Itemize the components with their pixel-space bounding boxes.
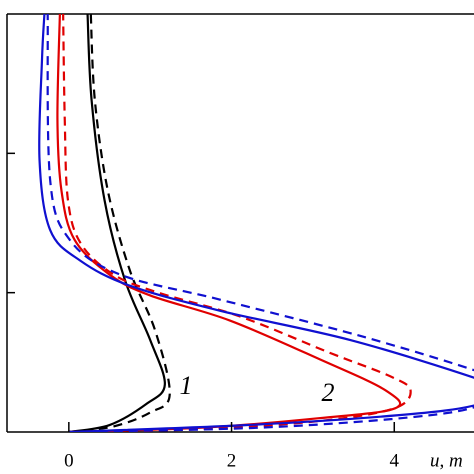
plot-area (38, 14, 474, 432)
profile-line (38, 14, 474, 432)
profile-line (68, 14, 171, 432)
annotation: 1 (180, 371, 193, 400)
x-axis-label: u, m (430, 450, 463, 471)
profile-line (56, 14, 402, 432)
x-tick-label: 4 (390, 450, 400, 471)
axes-frame (6, 13, 474, 433)
x-tick-label: 2 (227, 450, 237, 471)
annotation: 2 (322, 378, 335, 407)
profile-line (46, 14, 474, 432)
profile-line (68, 14, 166, 432)
x-tick-label: 0 (64, 450, 74, 471)
